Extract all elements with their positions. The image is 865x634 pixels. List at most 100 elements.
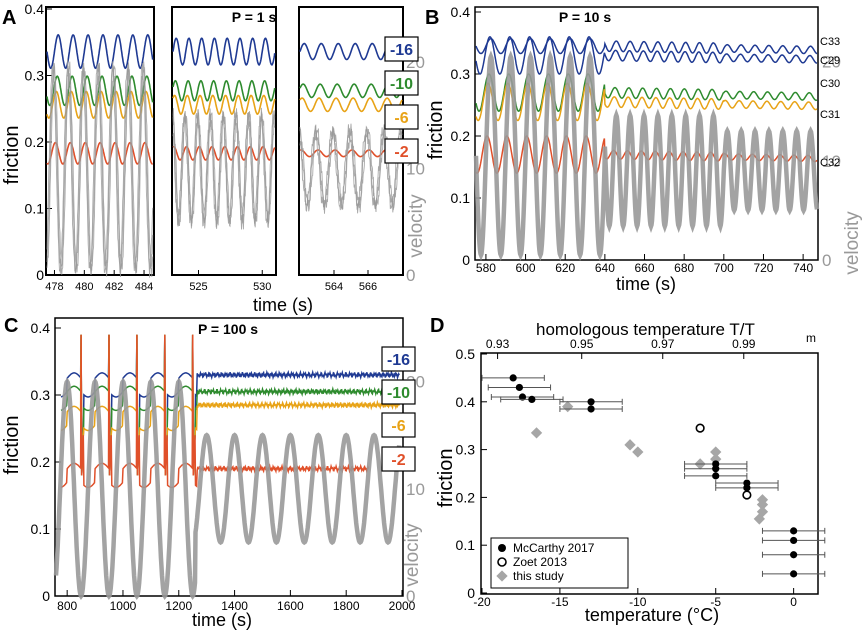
panel-d-ytick-label: 0.2 bbox=[456, 489, 476, 505]
data-point-this-study bbox=[710, 446, 722, 458]
panel-c-temperature-labels: -16 -10 -6 -2 bbox=[381, 346, 416, 472]
legend-label-zoet: Zoet 2013 bbox=[513, 555, 567, 569]
panel-d-ytick-label: 0.4 bbox=[456, 394, 476, 410]
panel-d-ytick-label: 0.1 bbox=[456, 537, 476, 553]
panel-b-curve-label: C31 bbox=[820, 109, 840, 121]
data-point-mccarthy-2017 bbox=[790, 570, 798, 578]
panel-a-line-velocity bbox=[172, 108, 276, 230]
panel-c-temp-box bbox=[381, 412, 416, 438]
panel-c-xtick-label: 1600 bbox=[277, 599, 304, 613]
panel-c-ytick-label: 0 bbox=[42, 588, 50, 604]
data-point-mccarthy-2017 bbox=[712, 472, 720, 480]
legend-marker-mccarthy bbox=[498, 544, 506, 552]
panel-b-ytick-label: 0.1 bbox=[451, 190, 471, 206]
panel-d-legend: McCarthy 2017 Zoet 2013 this study bbox=[490, 537, 629, 589]
panel-a-xticks: 478 480 482 484 525 530 564 566 bbox=[45, 270, 377, 293]
panel-a-y2tick-label: 0 bbox=[406, 266, 415, 285]
data-point-mccarthy-2017 bbox=[712, 465, 720, 473]
panel-a-xtick-label: 480 bbox=[75, 281, 93, 293]
panel-c-line-friction-2 bbox=[60, 334, 370, 489]
panel-a-line-friction-2 bbox=[46, 141, 153, 165]
panel-c-ytick-label: 0.2 bbox=[31, 454, 51, 470]
panel-a-temp-box bbox=[384, 138, 419, 164]
panel-a-temp-label: -10 bbox=[390, 76, 413, 93]
panel-d-ytick-label: 0.5 bbox=[456, 346, 476, 362]
panel-b-curves bbox=[473, 35, 820, 261]
panel-c-curves bbox=[53, 334, 402, 600]
panel-b-xtick-label: 700 bbox=[714, 261, 734, 275]
panel-a-sub1-frame bbox=[45, 6, 155, 276]
data-point-mccarthy-2017 bbox=[587, 398, 595, 406]
data-point-mccarthy-2017 bbox=[790, 536, 798, 545]
panel-b-line-velocity bbox=[473, 49, 820, 261]
panel-b-xtick-label: 580 bbox=[476, 261, 496, 275]
panel-d-xtick-label: -10 bbox=[629, 595, 647, 609]
panel-a-y2tick-label: 10 bbox=[406, 160, 425, 179]
panel-a-temperature-labels: -16 -10 -6 -2 bbox=[384, 36, 419, 164]
panel-d-top-label: homologous temperature T/T bbox=[536, 320, 755, 339]
panel-b-y2tick-label: 0 bbox=[822, 251, 831, 270]
panel-c-temp-label: -10 bbox=[387, 385, 410, 402]
panel-c-xtick-label: 1400 bbox=[221, 599, 248, 613]
panel-b-letter: B bbox=[425, 7, 439, 29]
panel-b-y2label: velocity bbox=[842, 211, 863, 275]
data-point-zoet-2013 bbox=[695, 423, 705, 433]
panel-c-ytick-label: 0.3 bbox=[31, 387, 51, 403]
panel-d-ytick-label: 0.3 bbox=[456, 442, 476, 458]
panel-a-letter: A bbox=[2, 7, 16, 29]
panel-a-line-friction-10 bbox=[172, 79, 276, 102]
panel-b-ytick-label: 0.2 bbox=[451, 128, 471, 144]
panel-a-y2label: velocity bbox=[406, 194, 427, 258]
panel-b-ylabel: friction bbox=[425, 101, 447, 160]
panel-d-xlabel: temperature (°C) bbox=[585, 605, 719, 625]
panel-b-line-C33 bbox=[475, 37, 818, 55]
panel-c-ytick-label: 0.1 bbox=[31, 521, 51, 537]
panel-b-curve-label: C30 bbox=[820, 78, 840, 90]
panel-a-line-friction-6 bbox=[172, 94, 276, 116]
panel-b-title: P = 10 s bbox=[559, 9, 612, 25]
data-point-this-study bbox=[530, 427, 543, 439]
panel-c-letter: C bbox=[4, 315, 18, 337]
panel-a-temp-label: -2 bbox=[394, 144, 408, 161]
panel-d-top-tick-label: 0.93 bbox=[486, 337, 510, 351]
panel-a-temp-box bbox=[384, 70, 419, 96]
panel-a-line-velocity bbox=[46, 59, 154, 278]
panel-c-title: P = 100 s bbox=[198, 321, 258, 337]
data-point-mccarthy-2017 bbox=[515, 383, 523, 392]
panel-c: C friction velocity time (s) P = 100 s 0… bbox=[1, 315, 425, 630]
panel-a-xtick-label: 525 bbox=[189, 281, 207, 293]
panel-b-y2tick-label: 10 bbox=[822, 152, 841, 171]
panel-b-xticks: 580 600 620 640 660 680 700 720 740 bbox=[476, 254, 813, 275]
panel-d-xtick-label: -15 bbox=[551, 595, 569, 609]
panel-b-y2tick-label: 20 bbox=[822, 53, 841, 72]
data-point-mccarthy-2017 bbox=[518, 393, 527, 401]
panel-c-xtick-label: 1200 bbox=[165, 599, 192, 613]
panel-b-xtick-label: 720 bbox=[753, 261, 773, 275]
panel-c-temp-box bbox=[381, 346, 416, 372]
panel-d-xtick-label: -20 bbox=[473, 595, 491, 609]
panel-a-sub2-frame bbox=[171, 6, 277, 276]
data-point-this-study bbox=[624, 439, 636, 451]
data-point-this-study bbox=[632, 446, 644, 458]
panel-a-curves bbox=[46, 33, 403, 278]
panel-c-xtick-label: 2000 bbox=[389, 599, 416, 613]
panel-d-letter: D bbox=[430, 315, 444, 337]
panel-c-y2label: velocity bbox=[402, 523, 423, 587]
panel-a-ytick-label: 0.2 bbox=[25, 134, 45, 150]
panel-c-ylabel: friction bbox=[1, 416, 23, 475]
data-point-this-study bbox=[562, 400, 574, 413]
panel-d-points bbox=[481, 374, 826, 578]
panel-d-top-tick-label: 0.95 bbox=[570, 337, 594, 351]
panel-d-xtick-label: 0 bbox=[790, 595, 797, 609]
panel-a-line-friction-16 bbox=[46, 33, 154, 70]
data-point-mccarthy-2017 bbox=[528, 395, 536, 404]
panel-a-title: P = 1 s bbox=[232, 9, 277, 25]
panel-a-ytick-label: 0.3 bbox=[25, 68, 45, 84]
panel-c-y2tick-label: 10 bbox=[406, 480, 425, 499]
panel-c-xlabel: time (s) bbox=[192, 610, 252, 630]
panel-d-top-tick-label: 0.97 bbox=[651, 337, 675, 351]
panel-d: D friction temperature (°C) homologous t… bbox=[430, 315, 826, 625]
panel-b-curve-label: C29 bbox=[820, 55, 840, 67]
panel-d-top-label-sub: m bbox=[806, 331, 816, 345]
panel-c-temp-box bbox=[381, 446, 416, 472]
